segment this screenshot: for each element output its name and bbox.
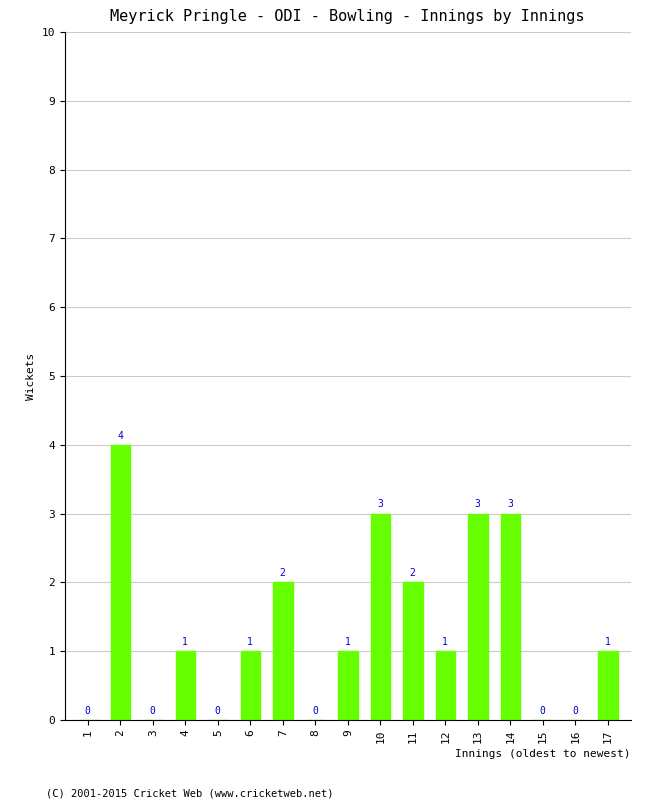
Bar — [111, 445, 130, 720]
Bar — [240, 651, 260, 720]
Bar — [338, 651, 358, 720]
Text: 0: 0 — [312, 706, 318, 716]
Title: Meyrick Pringle - ODI - Bowling - Innings by Innings: Meyrick Pringle - ODI - Bowling - Inning… — [111, 9, 585, 24]
Text: 0: 0 — [84, 706, 91, 716]
Bar — [500, 514, 520, 720]
Text: 0: 0 — [214, 706, 221, 716]
Text: 2: 2 — [280, 568, 286, 578]
Text: 3: 3 — [474, 499, 481, 510]
Text: 1: 1 — [247, 637, 254, 647]
Text: 4: 4 — [117, 430, 124, 441]
Text: 0: 0 — [572, 706, 578, 716]
Text: 1: 1 — [182, 637, 188, 647]
X-axis label: Innings (oldest to newest): Innings (oldest to newest) — [455, 749, 630, 758]
Text: 1: 1 — [344, 637, 351, 647]
Text: 1: 1 — [604, 637, 611, 647]
Bar — [403, 582, 422, 720]
Y-axis label: Wickets: Wickets — [26, 352, 36, 400]
Text: 2: 2 — [410, 568, 416, 578]
Bar — [468, 514, 488, 720]
Bar — [370, 514, 390, 720]
Text: 1: 1 — [442, 637, 448, 647]
Bar — [273, 582, 292, 720]
Text: 0: 0 — [150, 706, 156, 716]
Bar — [436, 651, 455, 720]
Bar — [176, 651, 195, 720]
Text: 0: 0 — [540, 706, 546, 716]
Bar — [598, 651, 618, 720]
Text: 3: 3 — [507, 499, 514, 510]
Text: (C) 2001-2015 Cricket Web (www.cricketweb.net): (C) 2001-2015 Cricket Web (www.cricketwe… — [46, 788, 333, 798]
Text: 3: 3 — [377, 499, 384, 510]
